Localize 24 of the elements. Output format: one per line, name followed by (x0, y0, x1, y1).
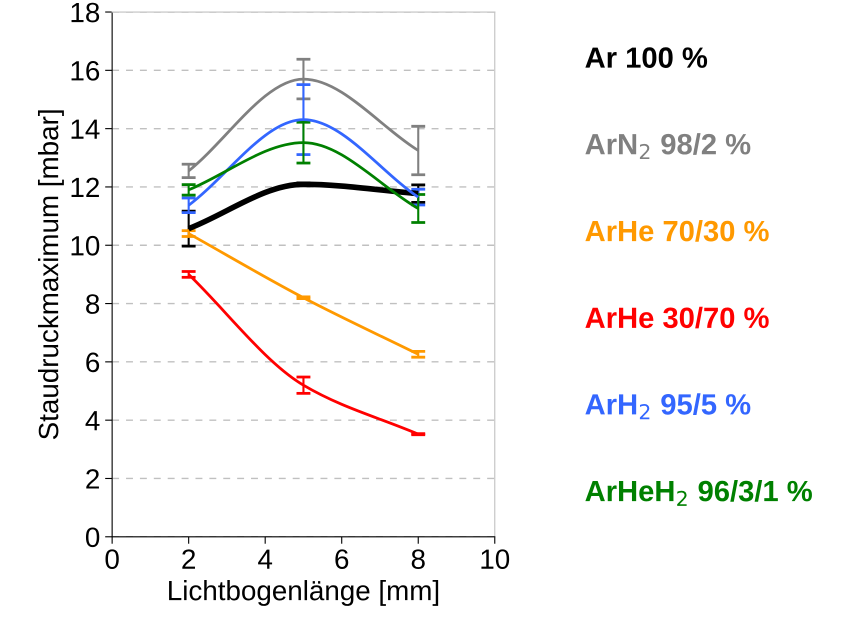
y-tick-label: 2 (86, 469, 99, 489)
x-axis-title: Lichtbogenlänge [mm] (169, 580, 438, 606)
text: Ar 100 % (585, 47, 708, 68)
text: ArHe 30/70 % (585, 306, 769, 328)
y-tick-label: 6 (86, 352, 100, 372)
text: ArH$_{2}$ 95/5 % (585, 393, 750, 420)
x-tick-label: 10 (481, 549, 510, 569)
y-tick-label: 0 (86, 527, 100, 548)
y-tick-label: 14 (72, 120, 100, 139)
y-tick-label: 8 (86, 294, 100, 314)
x-tick-label: 2 (182, 549, 195, 569)
y-tick-label: 12 (72, 178, 99, 198)
x-tick-label: 6 (335, 549, 348, 569)
text: ArHeH$_{2}$ 96/3/1 % (585, 480, 812, 506)
y-tick-label: 18 (72, 2, 100, 22)
y-axis-title: Staudruckmaximum [mbar] (38, 110, 64, 440)
y-tick-label: 16 (72, 61, 100, 81)
x-tick-label: 4 (258, 550, 272, 569)
x-tick-label: 8 (412, 549, 425, 569)
text: ArHe 70/30 % (585, 220, 769, 242)
x-tick-label: 0 (106, 549, 119, 569)
y-tick-label: 4 (86, 411, 100, 430)
y-tick-label: 10 (72, 236, 100, 256)
text: ArN$_{2}$ 98/2 % (585, 133, 750, 160)
